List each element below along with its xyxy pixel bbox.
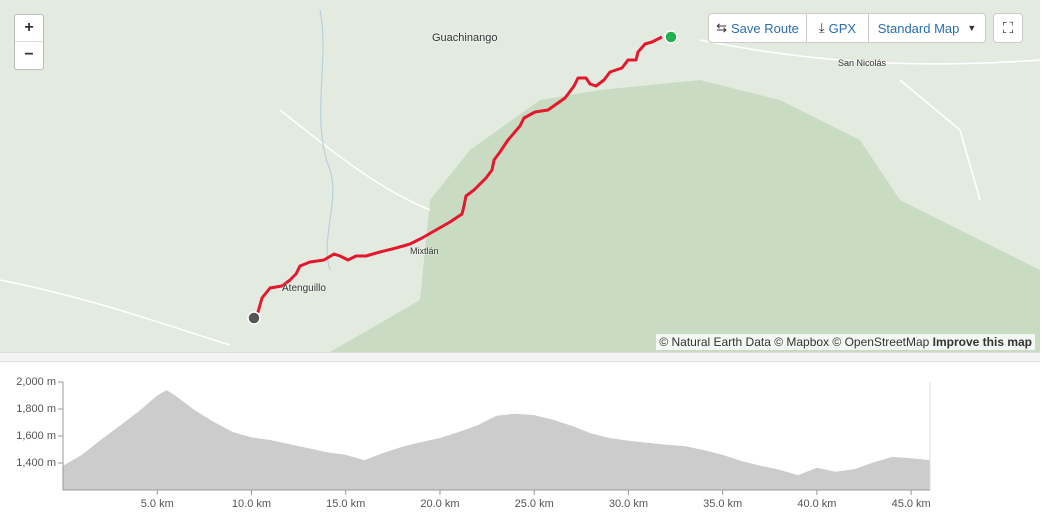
- roads: [0, 39, 1040, 346]
- route-finish: [247, 311, 261, 325]
- x-tick-label: 40.0 km: [797, 498, 836, 510]
- attribution: © Natural Earth Data © Mapbox © OpenStre…: [656, 334, 1035, 350]
- y-tick-label: 1,600 m: [16, 430, 56, 442]
- button-label: Standard Map: [877, 20, 960, 36]
- forest-area: [330, 80, 1040, 352]
- place-label: Guachinango: [432, 32, 498, 44]
- place-label: Atenguillo: [282, 283, 326, 294]
- icon: ⤓: [818, 20, 825, 35]
- resize-handle[interactable]: [0, 352, 1040, 362]
- elevation-area: [63, 390, 930, 490]
- zoom-out[interactable]: −: [24, 46, 34, 63]
- x-tick-label: 30.0 km: [609, 498, 648, 510]
- zoom-control: + −: [14, 14, 44, 70]
- fullscreen-button[interactable]: ⛶: [993, 13, 1023, 43]
- y-tick-label: 2,000 m: [16, 376, 56, 388]
- button-label: GPX: [828, 20, 857, 36]
- map-terrain: [0, 9, 1040, 352]
- x-tick-label: 35.0 km: [703, 498, 742, 510]
- x-tick-label: 25.0 km: [515, 498, 554, 510]
- improve-link[interactable]: Improve this map: [932, 335, 1032, 349]
- route-line: [252, 35, 663, 319]
- route-start: [664, 30, 678, 44]
- x-tick-label: 15.0 km: [326, 498, 365, 510]
- gpx-button[interactable]: ⤓ GPX: [806, 13, 869, 43]
- river: [319, 9, 334, 271]
- x-tick-label: 45.0 km: [892, 498, 931, 510]
- y-tick-label: 1,800 m: [16, 403, 56, 415]
- icon: ⇆: [716, 20, 727, 35]
- y-tick-label: 1,400 m: [16, 457, 56, 469]
- x-tick-label: 5.0 km: [141, 498, 174, 510]
- map-style-dropdown[interactable]: Standard Map ▼: [868, 13, 986, 43]
- attribution-text: © Natural Earth Data © Mapbox © OpenStre…: [659, 335, 930, 349]
- button-label: Save Route: [730, 20, 799, 36]
- save-route-button[interactable]: ⇆ Save Route: [708, 13, 807, 43]
- icon: ▼: [967, 23, 977, 33]
- x-tick-label: 10.0 km: [232, 498, 271, 510]
- map[interactable]: Guachinango San Nicolás Mixtlán Atenguil…: [0, 0, 1040, 352]
- place-label: San Nicolás: [838, 58, 887, 68]
- zoom-in[interactable]: +: [15, 15, 43, 42]
- place-label: Mixtlán: [410, 246, 439, 256]
- x-tick-label: 20.0 km: [420, 498, 459, 510]
